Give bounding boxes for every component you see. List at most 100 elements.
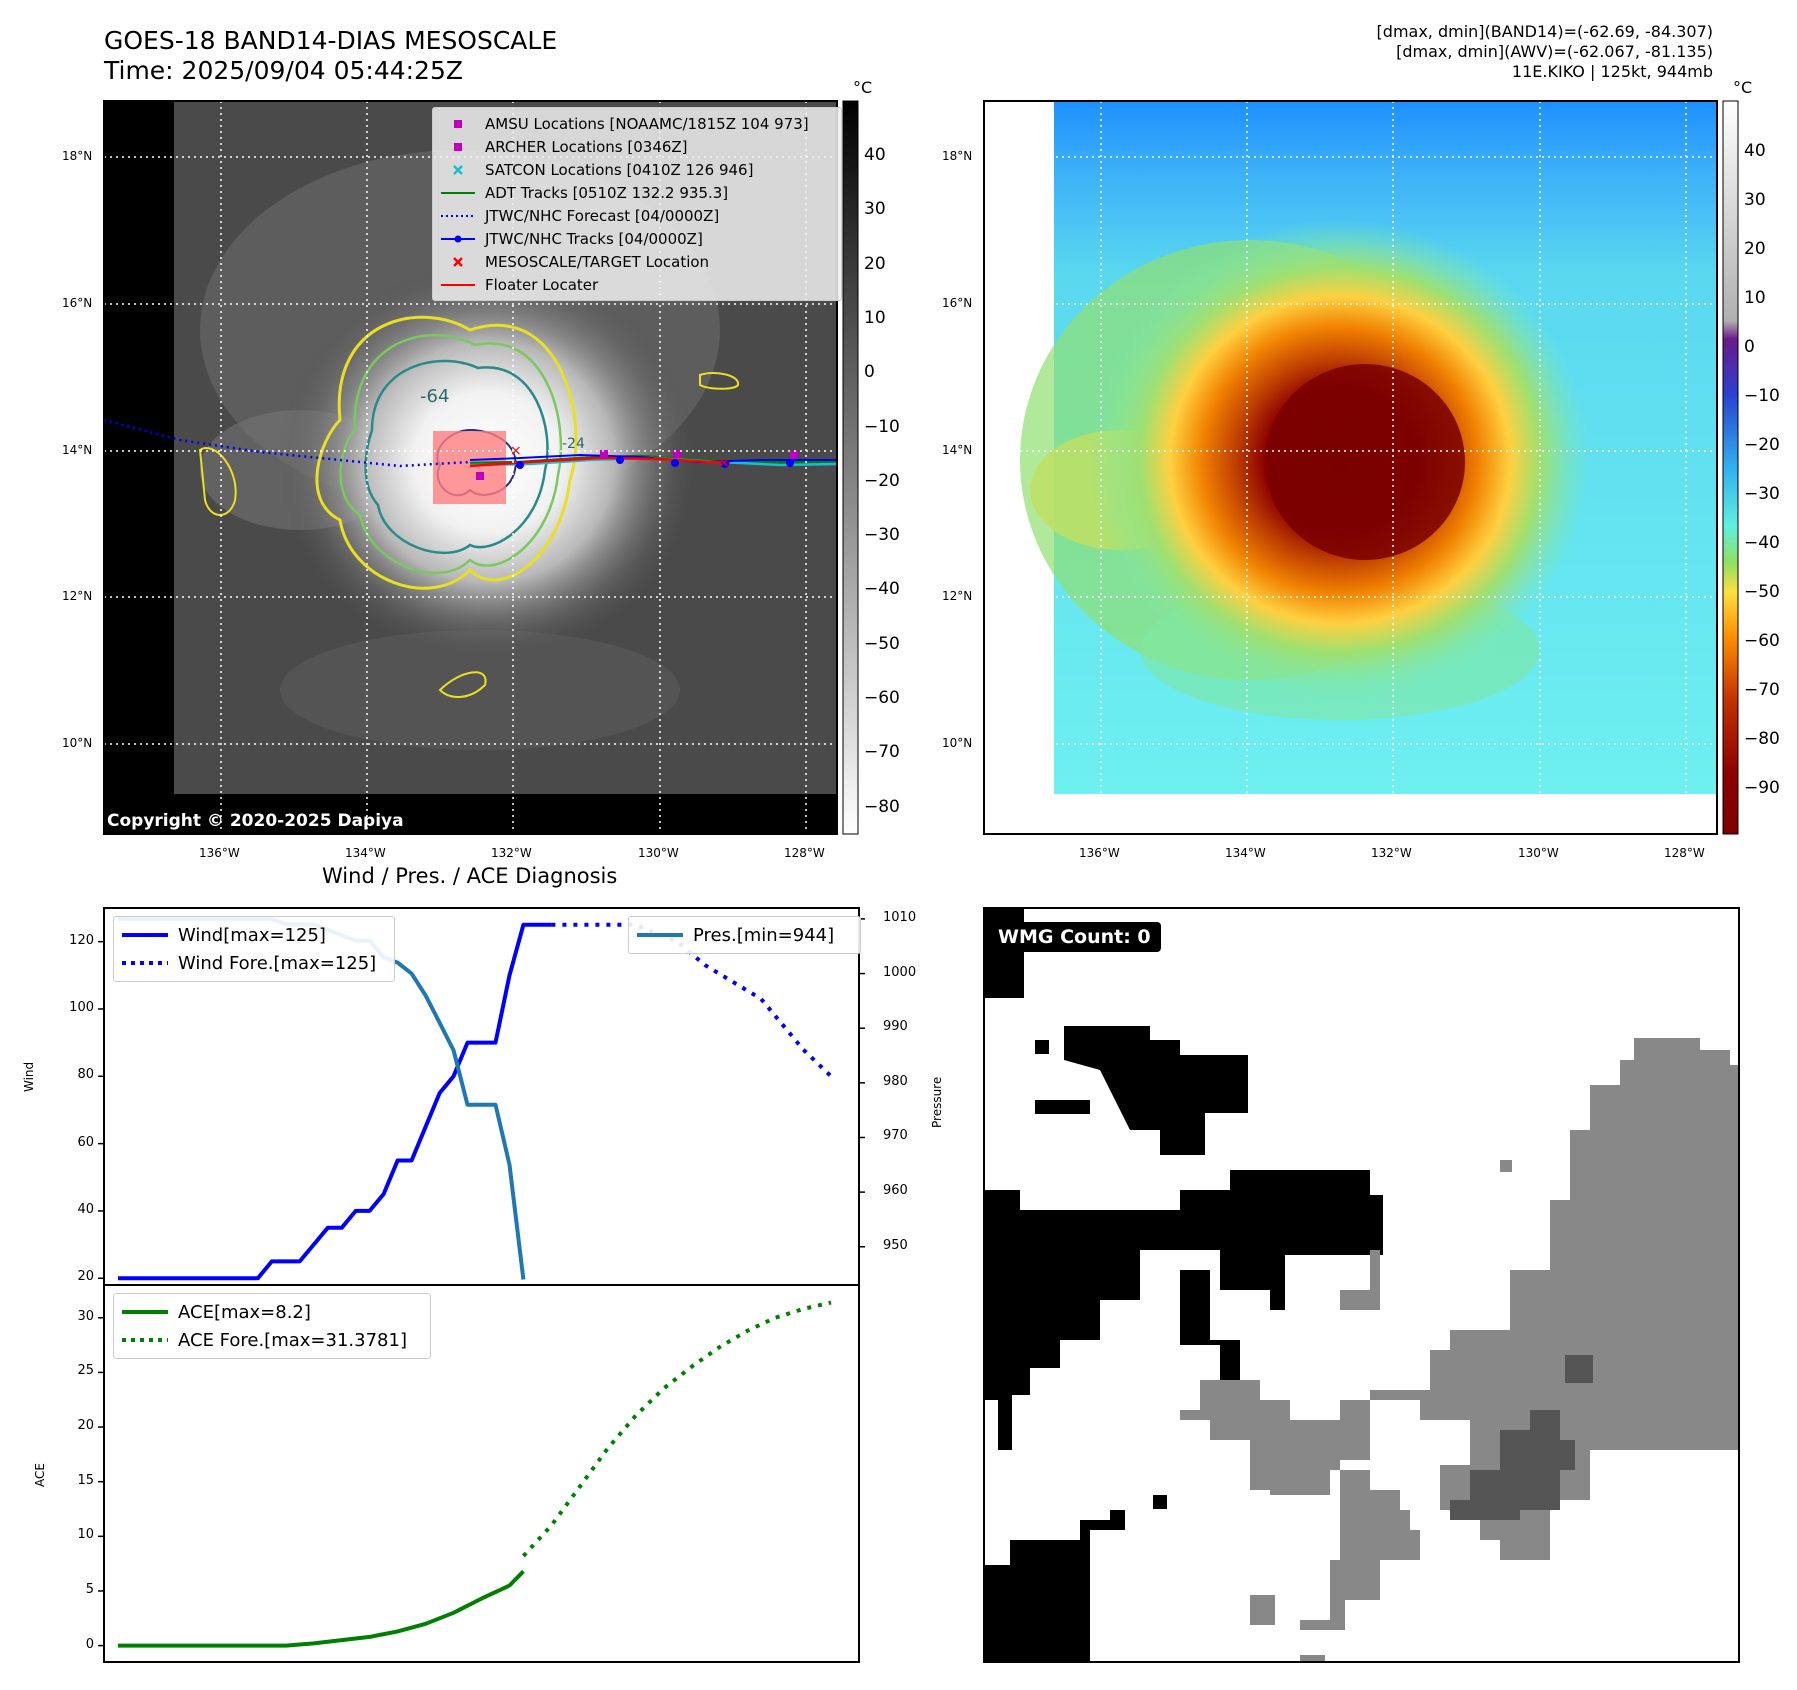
color-colorbar-tick: −10 [1744,386,1780,406]
y-tick-label: 10 [77,1527,94,1543]
contour-label-outer: -64 [420,386,449,407]
color-colorbar-tick: −90 [1744,778,1780,798]
ace-chart [98,1300,832,1648]
color-colorbar-tick: −50 [1744,582,1780,602]
gray-colorbar-tick: −30 [864,525,900,546]
stats-line-3: 11E.KIKO | 125kt, 944mb [1511,62,1713,81]
map-legend-label: Floater Locater [485,275,599,294]
legend-wind: Wind[max=125] [122,921,386,949]
y-tick-label: 15 [77,1472,94,1488]
y-tick-label: 40 [77,1201,94,1217]
y-right-tick-label: 1010 [883,909,917,925]
color-map-gridlines [984,101,1717,834]
jtwc-track [469,453,837,464]
gray-colorbar-tick: −70 [864,742,900,763]
color-map-frame [983,100,1718,835]
lon-label-left: 128°W [784,846,825,860]
gray-colorbar-tick: −60 [864,688,900,708]
lat-label-right: 10°N [942,736,973,750]
lat-label-left: 18°N [62,149,93,163]
color-colorbar-tick: −20 [1744,435,1780,455]
forecast-track [104,418,471,468]
legend-ace: ACE[max=8.2] [122,1298,422,1326]
color-colorbar [1722,100,1739,835]
gray-colorbar-tick: 0 [864,362,875,383]
title-line-2: Time: 2025/09/04 05:44:25Z [104,56,463,85]
color-colorbar-tick: 10 [1744,288,1766,308]
wmg-gray-regions [1180,1038,1739,1662]
gray-colorbar-tick: 10 [864,307,886,328]
lat-label-right: 12°N [942,589,973,603]
target-marker: × [510,443,522,459]
y-tick-label: 20 [77,1418,94,1434]
lat-label-left: 10°N [62,736,93,750]
map-legend-label: JTWC/NHC Tracks [04/0000Z] [485,229,703,248]
diagnosis-title: Wind / Pres. / ACE Diagnosis [322,864,618,888]
lat-label-left: 12°N [62,589,93,603]
wmg-black-regions [984,908,1383,1662]
series-line [118,922,552,1281]
color-colorbar-tick: −40 [1744,533,1780,553]
lon-label-left: 136°W [199,846,240,860]
gray-colorbar-tick: 30 [864,199,886,220]
y-tick-label: 80 [77,1067,94,1083]
ir-map-frame [103,100,838,835]
gray-colorbar-tick: −20 [864,470,900,491]
color-colorbar-tick: −70 [1744,680,1780,700]
wmg-count-badge: WMG Count: 0 [988,922,1161,952]
y-tick-label: 120 [69,932,94,948]
map-legend-item: SATCON Locations [0410Z 126 946] [441,158,833,181]
gray-colorbar-tick: 40 [864,145,886,165]
y-right-tick-label: 970 [883,1128,908,1144]
legend-ace-fore: ACE Fore.[max=31.3781] [122,1326,422,1354]
gray-colorbar-tick: −40 [864,579,900,600]
lon-label-left: 130°W [638,846,679,860]
svg-text:×: × [718,455,730,471]
y-tick-label: 30 [77,1308,94,1324]
stats-block: [dmax, dmin](BAND14)=(-62.69, -84.307) [… [1113,22,1713,82]
y-right-tick-label: 980 [883,1073,908,1089]
legend-wind-label: Wind[max=125] [178,924,326,946]
map-legend-label: ADT Tracks [0510Z 132.2 935.3] [485,183,729,202]
map-legend-item: JTWC/NHC Forecast [04/0000Z] [441,204,833,227]
color-colorbar-tick: 20 [1744,239,1766,259]
legend-wind-fore-label: Wind Fore.[max=125] [178,952,377,974]
lat-label-right: 16°N [942,296,973,310]
map-legend-label: AMSU Locations [NOAAMC/1815Z 104 973] [485,114,809,133]
color-colorbar-tick: 40 [1744,141,1766,161]
lon-label-right: 128°W [1664,846,1705,860]
wind-legend: Wind[max=125] Wind Fore.[max=125] [113,916,395,982]
ace-axis-label: ACE [33,1463,47,1487]
gray-colorbar-tick: −80 [864,796,900,817]
contour-yellow [315,315,578,590]
gray-colorbar-tick: −10 [864,416,900,437]
y-tick-label: 0 [85,1636,94,1652]
wmg-panel [983,907,1740,1663]
map-legend-item: ADT Tracks [0510Z 132.2 935.3] [441,181,833,204]
color-colorbar-tick: −80 [1744,729,1780,749]
map-legend-item: Floater Locater [441,273,833,296]
legend-pressure-label: Pres.[min=944] [693,924,835,946]
gray-colorbar-tick: −50 [864,633,900,654]
y-tick-label: 100 [69,999,94,1015]
lat-label-left: 16°N [62,296,93,310]
wind-axis-label: Wind [22,1061,36,1092]
ir-map-panel: -64 -24 × × [104,101,837,834]
color-colorbar-unit: °C [1733,78,1753,97]
contour-green [339,333,563,575]
lon-label-left: 132°W [491,846,532,860]
pressure-axis-label: Pressure [930,1076,944,1128]
lon-label-right: 130°W [1518,846,1559,860]
stats-line-2: [dmax, dmin](AWV)=(-62.067, -81.135) [1396,42,1713,61]
y-right-tick-label: 990 [883,1019,908,1035]
color-map-panel [984,101,1717,834]
map-legend-label: SATCON Locations [0410Z 126 946] [485,160,754,179]
gray-colorbar-tick: 20 [864,253,886,274]
series-line [118,1569,525,1648]
floater-box [433,431,506,504]
lat-label-right: 14°N [942,443,973,457]
y-tick-label: 60 [77,1134,94,1150]
y-right-tick-label: 1000 [883,964,917,980]
map-legend-item: AMSU Locations [NOAAMC/1815Z 104 973] [441,112,833,135]
